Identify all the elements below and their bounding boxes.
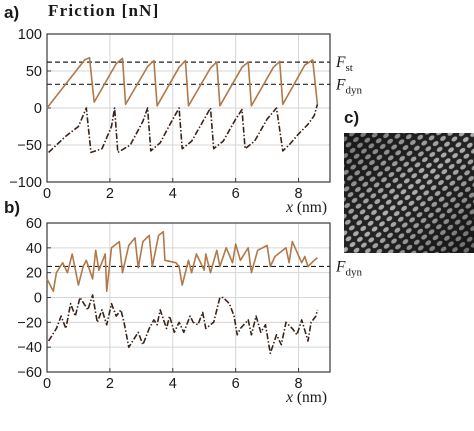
panel-b-x-tick-label-0: 0 <box>43 376 51 392</box>
panel-b-plot-frame <box>46 222 331 373</box>
afm-image <box>344 133 474 253</box>
panel-a-y-tick-label-1: 50 <box>26 64 42 80</box>
y-axis-label: Friction [nN] <box>48 1 159 20</box>
panel-label-b: b) <box>4 198 20 217</box>
panel-b-threshold-label-dyn: Fdyn <box>335 258 362 278</box>
panel-label-a: a) <box>4 3 19 22</box>
panel-a-y-tick-label-2: 0 <box>34 101 42 117</box>
panel-b-y-tick-label-5: −40 <box>17 340 42 356</box>
panel-b-y-tick-label-2: 20 <box>26 266 42 282</box>
panel-a-x-tick-label-3: 6 <box>232 186 240 202</box>
panel-a-chart: 0 2 4 6 8 100 50 0 −50 −100 Fst Fdyn x (nm) <box>9 27 362 216</box>
panel-b-x-tick-label-1: 2 <box>106 376 114 392</box>
panel-a-x-tick-label-2: 4 <box>169 186 177 202</box>
panel-b-y-tick-label-4: −20 <box>17 315 42 331</box>
panel-b-series-solid-line <box>46 230 318 293</box>
panel-a-series-solid-line <box>46 56 319 109</box>
panel-a-y-tick-label-0: 100 <box>18 27 42 43</box>
panel-b-x-tick-label-2: 4 <box>169 376 177 392</box>
panel-b-series-dashdot-line <box>47 294 319 355</box>
panel-a-y-tick-label-4: −100 <box>9 175 42 191</box>
panel-a-y-tick-label-3: −50 <box>17 138 42 154</box>
panel-b-y-tick-label-3: 0 <box>34 291 42 307</box>
panel-a-x-axis-label: x (nm) <box>285 199 327 216</box>
panel-a-threshold-label-st: Fst <box>335 54 353 74</box>
panel-b-x-tick-label-4: 8 <box>295 376 303 392</box>
panel-b-chart: 0 2 4 6 8 60 40 20 0 −20 −40 −60 Fdyn x (nm) <box>17 216 362 406</box>
panel-b-x-tick-label-3: 6 <box>232 376 240 392</box>
panel-b-x-axis-label: x (nm) <box>285 389 327 406</box>
panel-b-y-tick-label-0: 60 <box>26 216 42 232</box>
panel-a-threshold-label-dyn: Fdyn <box>335 76 362 96</box>
panel-label-c: c) <box>344 108 359 127</box>
panel-a-series-dashdot-line <box>48 104 319 154</box>
panel-a-x-tick-label-4: 8 <box>295 186 303 202</box>
panel-a-x-tick-label-1: 2 <box>106 186 114 202</box>
panel-b-y-tick-label-1: 40 <box>26 241 42 257</box>
panel-b-y-tick-label-6: −60 <box>17 365 42 381</box>
panel-a-x-tick-label-0: 0 <box>43 186 51 202</box>
